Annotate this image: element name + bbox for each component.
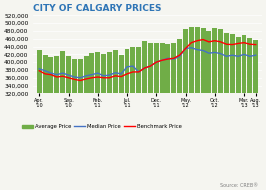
Bar [218,29,223,190]
Bar [124,48,130,190]
Bar [37,50,42,190]
Bar [224,33,229,190]
Bar [195,27,200,190]
Bar [165,44,171,190]
Bar [160,44,165,190]
Bar [60,51,65,190]
Bar [230,34,235,190]
Bar [54,56,59,190]
Bar [89,53,94,190]
Bar [148,44,153,190]
Bar [212,28,217,190]
Bar [177,39,182,190]
Bar [119,55,124,190]
Bar [142,41,147,190]
Bar [206,31,211,190]
Bar [130,47,135,190]
Bar [154,43,159,190]
Bar [66,56,71,190]
Bar [95,52,100,190]
Bar [242,35,247,190]
Bar [247,38,252,190]
Bar [136,47,141,190]
Bar [171,44,176,190]
Text: Source: CREB®: Source: CREB® [220,183,258,188]
Bar [236,37,241,190]
Bar [253,40,258,190]
Bar [113,51,118,190]
Bar [78,59,83,190]
Bar [72,59,77,190]
Bar [107,52,112,190]
Bar [189,27,194,190]
Bar [183,29,188,190]
Text: CITY OF CALGARY PRICES: CITY OF CALGARY PRICES [34,4,162,13]
Legend: Average Price, Median Price, Benchmark Price: Average Price, Median Price, Benchmark P… [20,122,184,131]
Bar [84,56,89,190]
Bar [101,54,106,190]
Bar [48,57,53,190]
Bar [43,55,48,190]
Bar [201,28,206,190]
